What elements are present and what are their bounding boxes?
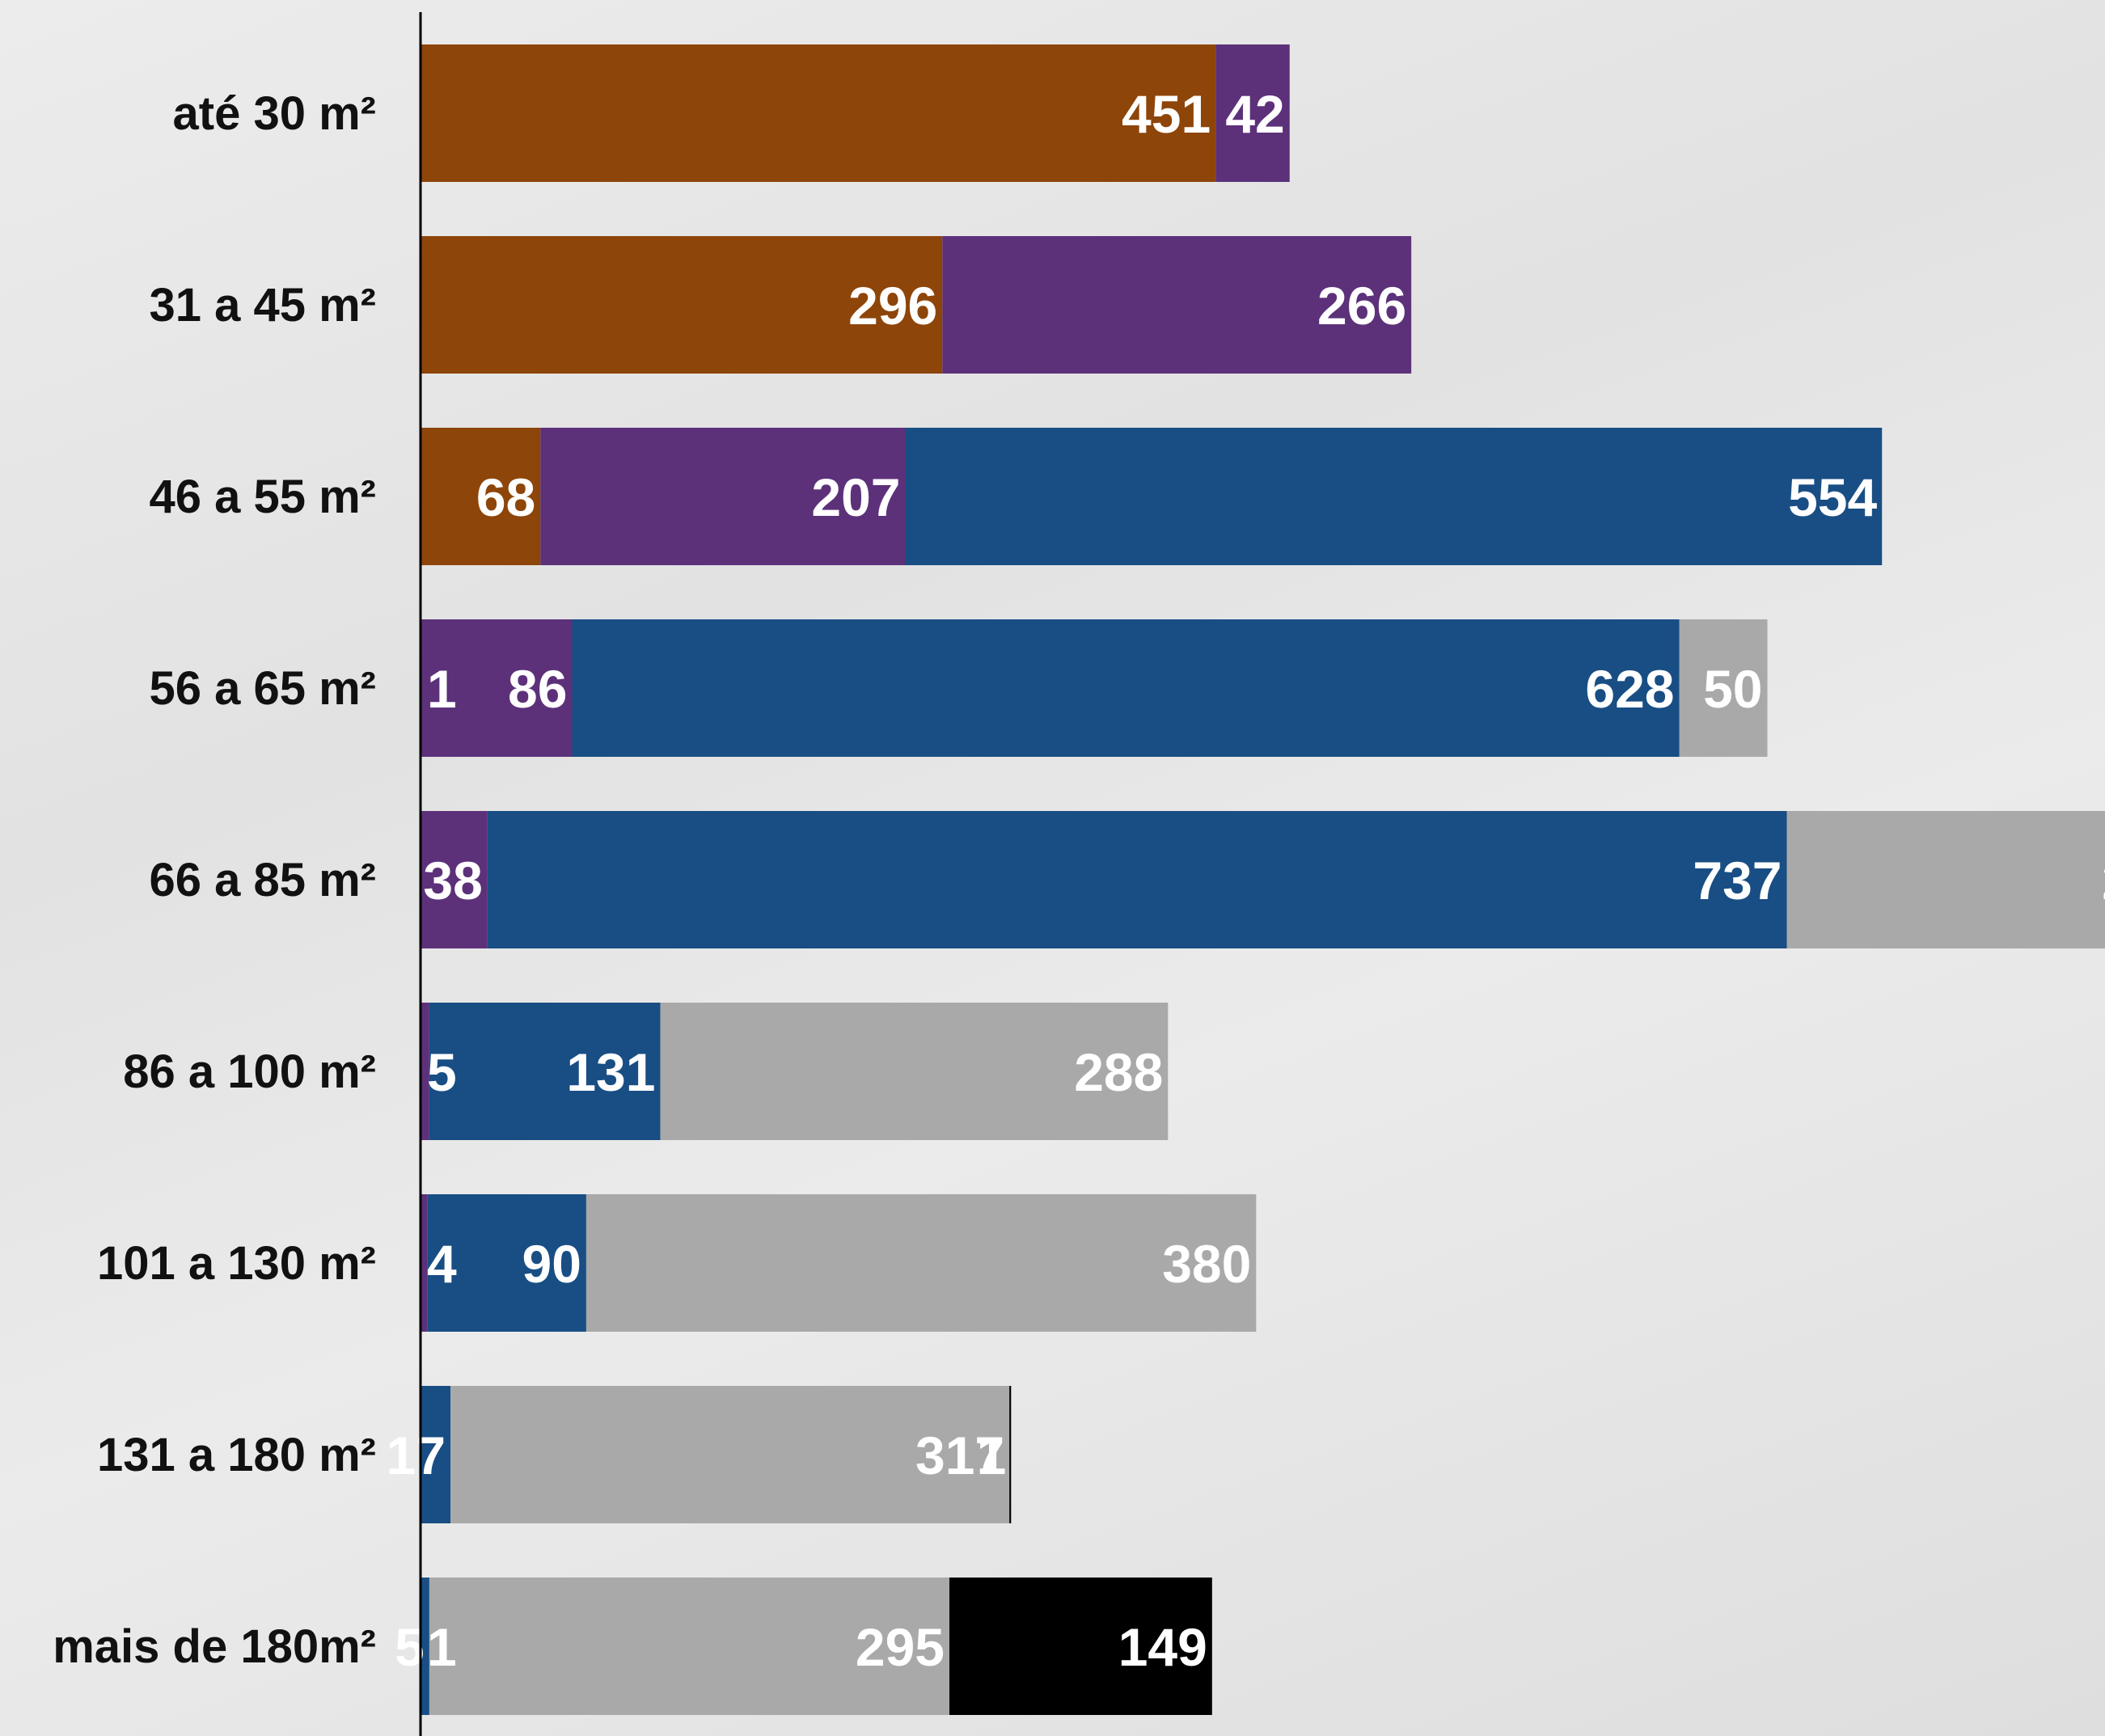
value-label-56-a-65-m2-s1: 86: [508, 659, 567, 719]
category-label-56-a-65-m2: 56 a 65 m²: [149, 662, 376, 715]
inline-value-label-101-a-130-m2: 4: [427, 1234, 457, 1294]
value-label-56-a-65-m2-s2: 628: [1585, 659, 1674, 719]
value-label-mais-de-180m2-s4: 149: [1118, 1617, 1207, 1677]
bar-segment-46-a-55-m2-s1: [540, 428, 906, 565]
bar-segment-46-a-55-m2-s0: [421, 428, 541, 565]
bar-segment-66-a-85-m2-s2: [487, 811, 1787, 948]
value-label-66-a-85-m2-s3: 232: [2102, 851, 2105, 910]
bar-segment-131-a-180-m2-s4: [1009, 1386, 1012, 1523]
bar-segment-101-a-130-m2-s1: [421, 1194, 428, 1332]
bar-segment-ate-30-m2-s1: [1215, 44, 1290, 182]
category-label-101-a-130-m2: 101 a 130 m²: [97, 1237, 376, 1290]
category-label-66-a-85-m2: 66 a 85 m²: [149, 854, 376, 906]
value-label-ate-30-m2-s1: 42: [1225, 84, 1284, 144]
bar-segment-86-a-100-m2-s1: [421, 1003, 429, 1140]
category-label-46-a-55-m2: 46 a 55 m²: [149, 471, 376, 523]
category-label-86-a-100-m2: 86 a 100 m²: [123, 1045, 376, 1098]
category-label-131-a-180-m2: 131 a 180 m²: [97, 1429, 376, 1481]
inline-value-label-mais-de-180m2: 1: [427, 1617, 457, 1677]
bar-segment-66-a-85-m2-s1: [421, 811, 488, 948]
value-label-46-a-55-m2-s2: 554: [1788, 467, 1877, 527]
value-label-131-a-180-m2-s2: 17: [387, 1426, 446, 1485]
bar-segment-66-a-85-m2-s3: [1786, 811, 2105, 948]
bar-segment-56-a-65-m2-s2: [572, 619, 1680, 757]
bar-segment-86-a-100-m2-s3: [660, 1003, 1169, 1140]
inline-value-label-86-a-100-m2: 5: [427, 1042, 457, 1102]
bar-segment-31-a-45-m2-s0: [421, 236, 943, 374]
value-label-101-a-130-m2-s2: 90: [522, 1234, 581, 1294]
value-label-46-a-55-m2-s0: 68: [476, 467, 535, 527]
value-label-131-a-180-m2-s4: 1: [977, 1426, 1007, 1485]
value-label-66-a-85-m2-s1: 38: [423, 851, 482, 910]
value-labels: 4514229626668207554866285038737232131288…: [387, 84, 2105, 1677]
value-label-46-a-55-m2-s1: 207: [811, 467, 900, 527]
bar-segment-101-a-130-m2-s3: [585, 1194, 1257, 1332]
value-label-86-a-100-m2-s2: 131: [566, 1042, 655, 1102]
inline-value-label-56-a-65-m2: 1: [427, 659, 457, 719]
value-label-ate-30-m2-s0: 451: [1122, 84, 1211, 144]
value-label-31-a-45-m2-s1: 266: [1317, 276, 1406, 336]
bar-segment-31-a-45-m2-s1: [942, 236, 1412, 374]
value-label-mais-de-180m2-s3: 295: [856, 1617, 945, 1677]
bar-segment-131-a-180-m2-s3: [450, 1386, 1010, 1523]
bar-segment-mais-de-180m2-s2: [421, 1578, 429, 1715]
bar-segment-56-a-65-m2-s1: [421, 619, 573, 757]
category-label-mais-de-180m2: mais de 180m²: [53, 1620, 376, 1673]
bar-segment-101-a-130-m2-s2: [427, 1194, 586, 1332]
value-label-56-a-65-m2-s3: 50: [1703, 659, 1762, 719]
value-label-131-a-180-m2-s3: 317: [915, 1426, 1004, 1485]
category-label-ate-30-m2: até 30 m²: [173, 87, 376, 140]
value-label-86-a-100-m2-s3: 288: [1074, 1042, 1163, 1102]
bar-segment-56-a-65-m2-s3: [1679, 619, 1768, 757]
bar-segment-mais-de-180m2-s4: [949, 1578, 1212, 1715]
bar-segment-86-a-100-m2-s2: [429, 1003, 661, 1140]
category-label-31-a-45-m2: 31 a 45 m²: [149, 279, 376, 332]
value-label-31-a-45-m2-s0: 296: [848, 276, 937, 336]
bar-segment-131-a-180-m2-s2: [421, 1386, 451, 1523]
bars-layer: [421, 44, 2105, 1715]
bar-segment-46-a-55-m2-s2: [905, 428, 1883, 565]
bar-segment-ate-30-m2-s0: [421, 44, 1216, 182]
value-label-101-a-130-m2-s3: 380: [1162, 1234, 1251, 1294]
category-labels: até 30 m² 31 a 45 m² 46 a 55 m² 56 a 65 m² 6…: [53, 87, 376, 1673]
bar-segment-mais-de-180m2-s3: [429, 1578, 949, 1715]
value-label-66-a-85-m2-s2: 737: [1693, 851, 1782, 910]
